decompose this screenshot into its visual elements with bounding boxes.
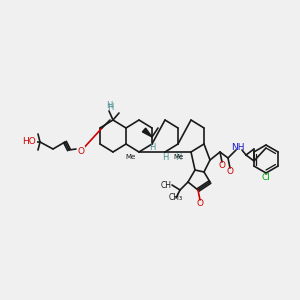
Text: O: O xyxy=(218,161,226,170)
Text: O: O xyxy=(77,146,85,155)
Text: CH: CH xyxy=(161,181,172,190)
Text: H: H xyxy=(162,152,168,161)
Text: H: H xyxy=(175,152,181,161)
Text: HO: HO xyxy=(22,137,36,146)
Text: H: H xyxy=(107,103,113,112)
Text: Me: Me xyxy=(125,154,135,160)
Polygon shape xyxy=(142,128,152,137)
Text: CH₃: CH₃ xyxy=(169,194,183,202)
Text: Me: Me xyxy=(173,154,183,160)
Text: O: O xyxy=(226,167,233,176)
Text: H: H xyxy=(106,101,112,110)
Text: Cl: Cl xyxy=(262,173,270,182)
Text: H: H xyxy=(149,143,155,152)
Text: NH: NH xyxy=(231,143,245,152)
Text: O: O xyxy=(196,200,203,208)
